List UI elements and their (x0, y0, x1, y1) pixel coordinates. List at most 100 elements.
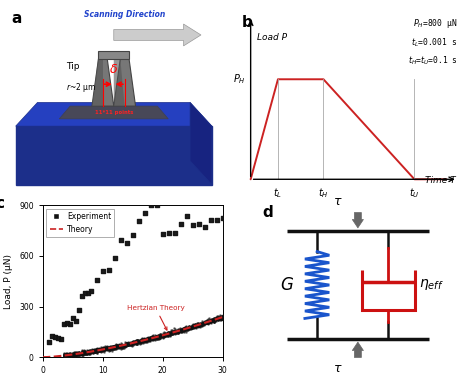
Point (76, 350, 84, 356)
Point (175, 327, 183, 333)
Point (142, 336, 149, 342)
Point (167, 329, 175, 335)
Point (162, 332, 170, 339)
Point (83, 349, 91, 355)
Point (71, 350, 78, 356)
Point (185, 324, 192, 330)
Point (75, 349, 83, 355)
Point (117, 343, 125, 349)
Point (174, 328, 182, 334)
Point (146, 336, 154, 342)
Point (147, 202, 155, 208)
Point (131, 339, 138, 345)
Point (130, 339, 138, 345)
Point (111, 343, 119, 349)
Point (160, 334, 168, 340)
Point (202, 320, 210, 326)
Point (82, 350, 89, 356)
Point (203, 320, 210, 326)
Point (199, 321, 207, 327)
Point (100, 346, 108, 352)
Point (169, 329, 176, 335)
Point (163, 332, 171, 338)
Point (167, 331, 174, 337)
Point (72, 350, 80, 356)
Point (126, 340, 134, 347)
Point (100, 346, 107, 352)
Point (118, 343, 126, 349)
Point (131, 339, 138, 345)
Point (208, 317, 215, 323)
Point (122, 342, 130, 348)
Point (72, 353, 79, 359)
Point (196, 322, 204, 328)
Point (182, 326, 190, 332)
Point (138, 339, 146, 345)
Point (219, 215, 227, 222)
Point (182, 326, 190, 332)
Point (146, 336, 153, 342)
Point (187, 326, 195, 332)
Point (93, 348, 101, 354)
Point (171, 328, 178, 334)
Point (172, 329, 180, 336)
Point (78, 350, 86, 356)
Point (149, 335, 157, 341)
Point (128, 340, 136, 347)
Point (136, 337, 144, 343)
Point (212, 316, 219, 322)
Point (94, 347, 102, 353)
Point (171, 326, 179, 332)
Point (196, 321, 204, 327)
Point (61, 353, 69, 359)
Point (66, 352, 73, 358)
Point (89, 348, 97, 354)
Point (61, 353, 69, 359)
Point (184, 325, 192, 331)
Point (211, 317, 219, 323)
Point (114, 344, 122, 350)
Point (105, 344, 113, 350)
Point (114, 343, 122, 349)
Point (124, 341, 132, 347)
Point (113, 342, 121, 348)
Point (122, 341, 129, 347)
Point (81, 351, 89, 357)
Point (193, 321, 201, 327)
Point (184, 325, 191, 331)
Point (85, 348, 92, 355)
Point (201, 319, 208, 325)
Point (165, 331, 173, 337)
Point (116, 343, 123, 349)
Point (215, 315, 222, 321)
Point (188, 322, 196, 328)
Point (193, 323, 201, 329)
Point (168, 330, 175, 336)
Point (193, 323, 201, 329)
Point (186, 325, 194, 331)
Point (62, 352, 70, 358)
Point (149, 335, 157, 341)
Point (190, 323, 197, 329)
Point (92, 347, 100, 353)
Point (68, 350, 75, 356)
Point (143, 337, 151, 343)
Point (215, 315, 222, 321)
Point (203, 320, 210, 326)
Point (217, 314, 224, 320)
Point (140, 337, 148, 343)
Point (94, 347, 101, 353)
Point (172, 330, 179, 336)
Point (160, 330, 167, 336)
Point (201, 320, 208, 326)
Point (138, 336, 146, 342)
Point (107, 346, 114, 352)
Point (130, 339, 138, 345)
Point (79, 349, 86, 355)
Point (145, 335, 152, 341)
Point (164, 329, 171, 336)
Point (192, 322, 200, 328)
Point (115, 342, 123, 348)
Point (96, 346, 103, 352)
Point (154, 336, 162, 342)
